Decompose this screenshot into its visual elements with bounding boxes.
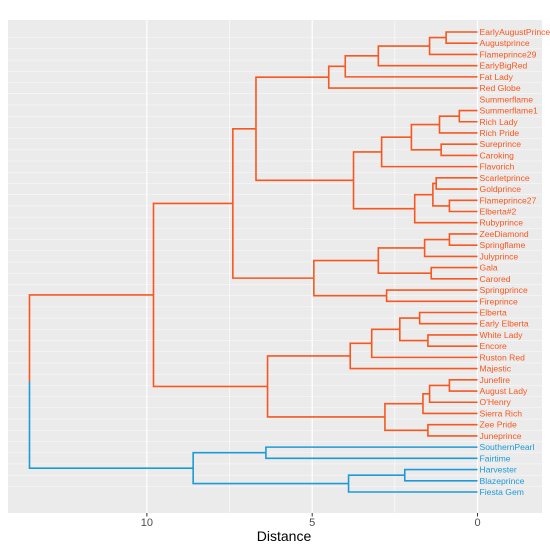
leaf-label: Rich Pride	[480, 128, 520, 138]
leaf-label: Flavorich	[480, 162, 515, 172]
leaf-label: Sierra Rich	[480, 408, 523, 418]
leaf-label: Scarletprince	[480, 173, 530, 183]
leaf-label: Goldprince	[480, 184, 522, 194]
leaf-label: Early Elberta	[480, 319, 529, 329]
leaf-label: Flameprince27	[480, 195, 537, 205]
dendrogram-branch-m12	[448, 199, 478, 213]
leaf-labels: EarlyAugustPrinceAugustprinceFlameprince…	[480, 27, 550, 497]
dendrogram-branch-m32	[427, 423, 478, 437]
dendrogram-branches	[28, 31, 478, 493]
plot-panel	[8, 20, 542, 513]
dendrogram-branch-m31	[422, 393, 478, 415]
dendrogram-branch-m17	[448, 233, 478, 246]
leaf-label: Summerflame1	[480, 106, 538, 116]
dendrogram-branch-m38	[347, 474, 478, 493]
dendrogram-branch-m25	[427, 334, 478, 347]
gridlines	[8, 20, 542, 513]
leaf-label: Fat Lady	[480, 72, 514, 82]
dendrogram-root-branch-1	[28, 294, 154, 382]
leaf-label: Julyprince	[480, 251, 519, 261]
leaf-label: EarlyAugustPrince	[480, 27, 550, 37]
leaf-label: Ruston Red	[480, 352, 526, 362]
leaf-label: ZeeDiamond	[480, 229, 529, 239]
leaf-label: Fiesta Gem	[480, 487, 524, 497]
leaf-label: Majestic	[480, 364, 512, 374]
leaf-label: O'Henry	[480, 397, 512, 407]
leaf-label: White Lady	[480, 330, 524, 340]
x-axis: 10 5 0	[141, 513, 481, 529]
leaf-label: Zee Pride	[480, 420, 517, 430]
leaf-label: Harvester	[480, 465, 517, 475]
leaf-label: Gala	[480, 263, 498, 273]
dendrogram-branch-m16	[255, 76, 354, 182]
x-tick-label: 5	[309, 517, 315, 529]
dendrogram-branch-m14	[413, 193, 478, 224]
leaf-label: Blazeprince	[480, 476, 525, 486]
leaf-label: Elberta	[480, 307, 507, 317]
leaf-label: Flameprince29	[480, 49, 537, 59]
dendrogram-branch-m11	[435, 177, 478, 190]
leaf-label: August Lady	[480, 386, 528, 396]
leaf-label: Elberta#2	[480, 207, 517, 217]
dendrogram-root-branch-2	[28, 381, 194, 469]
dendrogram-branch-m8	[440, 143, 478, 157]
leaf-label: Rubyprince	[480, 218, 524, 228]
leaf-label: Summerflame	[480, 94, 534, 104]
dendrogram-branch-m10	[380, 136, 478, 168]
leaf-label: Caroking	[480, 150, 515, 160]
leaf-label: Red Globe	[480, 83, 521, 93]
dendrogram-branch-m28	[349, 342, 478, 370]
leaf-label: Fairtime	[480, 453, 511, 463]
dendrogram-branch-m5	[327, 65, 478, 89]
dendrogram-branch-m2	[428, 36, 478, 56]
leaf-label: Fireprince	[480, 296, 518, 306]
leaf-label: Encore	[480, 341, 507, 351]
leaf-label: SouthernPearl	[480, 442, 535, 452]
x-tick-label: 0	[474, 517, 480, 529]
x-tick-label: 10	[141, 517, 153, 529]
leaf-label: Springflame	[480, 240, 526, 250]
leaf-label: Springprince	[480, 285, 528, 295]
leaf-label: Juneprince	[480, 431, 522, 441]
dendrogram-branch-m30	[428, 384, 478, 404]
leaf-label: Rich Lady	[480, 117, 519, 127]
dendrogram-branch-m29	[448, 379, 478, 392]
x-axis-title: Distance	[257, 528, 312, 544]
leaf-label: Junefire	[480, 375, 511, 385]
leaf-label: Carored	[480, 274, 511, 284]
leaf-label: Sureprince	[480, 139, 522, 149]
leaf-label: Augustprince	[480, 38, 530, 48]
leaf-label: EarlyBigRed	[480, 61, 528, 71]
